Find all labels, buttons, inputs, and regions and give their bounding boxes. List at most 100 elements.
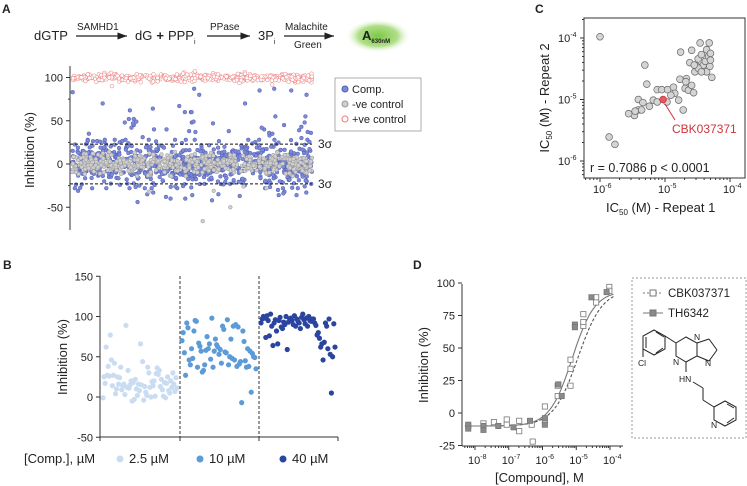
d-point xyxy=(495,422,502,429)
a-point-vecontrol xyxy=(170,165,176,170)
a-point-comp xyxy=(258,169,263,175)
a-point-comp xyxy=(98,145,103,150)
a-hit-point xyxy=(186,128,192,134)
b-point xyxy=(225,362,232,368)
b-point xyxy=(217,346,223,353)
a-point-vecontrol xyxy=(262,166,268,171)
a-point-vecontrol xyxy=(185,72,190,77)
c-point xyxy=(643,80,651,88)
a-point-vecontrol xyxy=(83,166,88,172)
b-point xyxy=(191,328,197,334)
a-point-vecontrol xyxy=(284,74,289,80)
d-x-label: [Compound], M xyxy=(495,470,584,485)
d-legend-marker xyxy=(649,309,657,317)
a-point-comp xyxy=(278,147,283,153)
a-point-comp xyxy=(193,177,199,182)
a-hit-point xyxy=(304,92,309,97)
a-point-vecontrol xyxy=(166,76,172,81)
b-point xyxy=(148,394,154,400)
a-point-vecontrol xyxy=(211,160,217,165)
c-point xyxy=(697,68,706,76)
panel-label-a: A xyxy=(2,2,11,16)
a-hit-point xyxy=(182,109,187,115)
a-point-vecontrol xyxy=(287,171,292,176)
a-point-comp xyxy=(276,140,281,145)
a-point-comp xyxy=(253,153,259,158)
a-point-vecontrol xyxy=(136,163,141,168)
a-point-vecontrol xyxy=(189,153,194,158)
b-legend-label: 40 µM xyxy=(292,451,328,466)
d-x-tick-label: 10-8 xyxy=(468,454,487,467)
a-hit-point xyxy=(150,106,155,111)
a-point-comp xyxy=(240,176,245,181)
a-point-comp xyxy=(181,154,186,160)
b-legend-marker xyxy=(196,455,204,463)
b-point xyxy=(326,316,332,322)
b-point xyxy=(221,326,227,332)
a-hit-point xyxy=(299,135,304,141)
a-hit-point xyxy=(209,198,215,203)
a-point-vecontrol xyxy=(169,158,175,163)
b-point xyxy=(167,390,173,396)
product3-label: 3Pi xyxy=(258,28,276,46)
enzyme2-label: PPase xyxy=(210,22,240,33)
a-hit-point xyxy=(200,218,205,224)
b-point xyxy=(252,354,258,361)
b-y-tick-label: -50 xyxy=(77,432,93,444)
a-point-comp xyxy=(192,137,197,142)
a-point-vecontrol xyxy=(148,170,153,175)
a-point-comp xyxy=(70,148,75,154)
b-point xyxy=(266,333,272,339)
a-hit-point xyxy=(70,90,75,95)
c-point xyxy=(706,49,715,58)
a-hit-point xyxy=(228,205,233,210)
b-point xyxy=(212,336,219,342)
reagent-top-label: Malachite xyxy=(285,22,328,33)
d-legend-label: CBK037371 xyxy=(668,288,730,300)
a-hit-point xyxy=(241,184,246,189)
a-point-vecontrol xyxy=(275,150,280,155)
d-point xyxy=(603,289,610,296)
a-point-vecontrol xyxy=(199,162,204,168)
a-point-vecontrol xyxy=(296,80,301,85)
a-point-vecontrol xyxy=(145,173,151,178)
a-point-vecontrol xyxy=(91,169,96,174)
b-point xyxy=(174,385,180,391)
a-hit-point xyxy=(259,125,264,130)
b-y-label: Inhibition (%) xyxy=(55,319,70,395)
b-point xyxy=(185,325,191,331)
a-point-comp xyxy=(215,179,221,184)
panel-label-d: D xyxy=(413,258,422,272)
b-point xyxy=(231,357,238,363)
a-point-comp xyxy=(267,184,273,190)
a-point-vecontrol xyxy=(138,80,143,85)
product1-label: dG + PPPi xyxy=(135,28,196,46)
a-point-comp xyxy=(272,137,277,142)
d-point xyxy=(571,324,578,331)
b-point xyxy=(163,380,170,386)
b-y-tick-label: 150 xyxy=(75,271,93,283)
panel-c-chart: 10-6 10-5 10-4 10-4 10-5 10-6 IC50 (M) - Repe… xyxy=(537,17,746,217)
b-point xyxy=(200,367,207,374)
a-hit-point xyxy=(86,131,92,136)
c-point xyxy=(687,46,696,55)
a-point-vecontrol xyxy=(277,164,282,169)
structure-n: N xyxy=(673,357,679,367)
a-point-vecontrol xyxy=(280,76,285,81)
enzyme1-label: SAMHD1 xyxy=(77,22,119,33)
b-point xyxy=(310,316,317,322)
b-point xyxy=(171,381,177,387)
a-point-vecontrol xyxy=(252,75,257,81)
a-point-comp xyxy=(116,176,121,181)
a-hit-point xyxy=(296,128,302,133)
a-point-vecontrol xyxy=(87,75,92,81)
a-point-comp xyxy=(187,147,192,153)
b-point xyxy=(277,314,283,320)
b-legend-label: 2.5 µM xyxy=(129,451,169,466)
a-point-comp xyxy=(303,178,308,183)
b-point xyxy=(134,392,140,398)
b-point xyxy=(239,400,245,406)
d-y-tick-label: -25 xyxy=(439,441,455,453)
a-point-vecontrol xyxy=(101,156,106,161)
a-point-comp xyxy=(148,176,153,182)
